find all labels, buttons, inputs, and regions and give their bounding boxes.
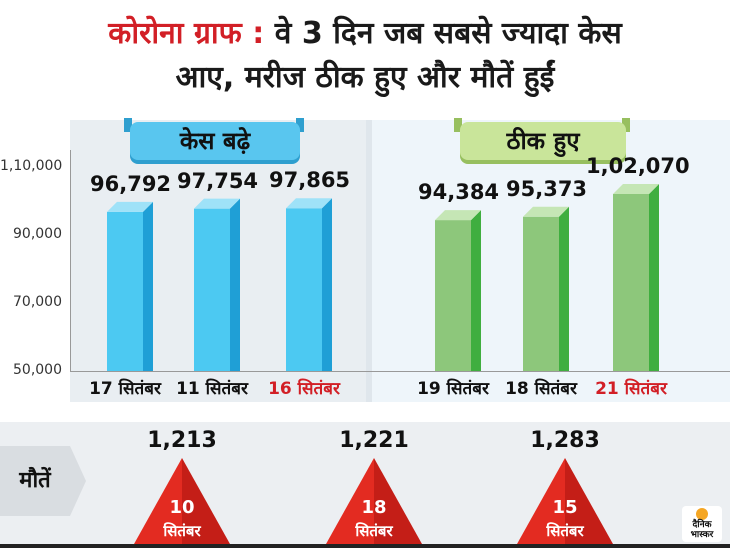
bar-value-label: 94,384 [418,180,500,205]
deaths-date-day: 18 [361,497,387,518]
bar-cases-1 [194,198,240,371]
deaths-value: 1,213 [147,428,217,453]
logo-sun-icon [696,508,708,520]
death-triangle-2 [517,458,613,544]
bar-side [559,206,569,371]
logo-line-1: दैनिक [692,520,712,530]
bar-recovered-2 [613,183,659,371]
x-axis-line [70,371,730,372]
x-tick-label: 11 सितंबर [176,379,248,399]
title-line-1-text: वे 3 दिन जब सबसे ज्यादा केस [274,16,622,51]
deaths-date-day: 10 [169,497,195,518]
bar-value-label: 1,02,070 [586,153,690,178]
bar-front [613,193,649,371]
recovered-pill-tab-left [454,118,462,132]
bar-value-label: 97,865 [269,168,351,193]
title-prefix: कोरोना ग्राफ : [108,16,265,51]
deaths-date-month: सितंबर [355,522,393,540]
bar-top [107,201,153,212]
y-tick-label: 90,000 [13,226,62,242]
bar-value-label: 95,373 [506,176,588,201]
deaths-date-month: सितंबर [163,522,201,540]
x-tick-label: 16 सितंबर [268,379,340,399]
chart-title-line-2: आए, मरीज ठीक हुए और मौतें हुईं [175,60,555,95]
panel-separator [366,120,372,402]
cases-pill-tab-left [124,118,132,132]
y-axis-line [70,150,71,372]
bar-value-label: 97,754 [177,168,259,193]
bar-cases-2 [286,198,332,371]
y-tick-label: 70,000 [13,294,62,310]
x-tick-label: 18 सितंबर [505,379,577,399]
bar-value-label: 96,792 [90,171,172,196]
bar-front [435,220,471,371]
x-tick-label: 21 सितंबर [595,379,667,399]
bar-side [471,210,481,371]
y-tick-label: 1,10,000 [0,158,63,174]
logo-line-2: भास्कर [690,530,714,540]
deaths-value: 1,283 [530,428,600,453]
bar-recovered-0 [435,210,481,371]
bar-top [523,206,569,217]
death-triangle-1 [326,458,422,544]
deaths-label: मौतें [0,446,70,516]
deaths-date-day: 15 [552,497,578,518]
bar-front [194,208,230,371]
bar-top [194,198,240,209]
bar-side [230,198,240,371]
dainik-bhaskar-logo: दैनिक भास्कर [682,506,722,542]
bar-front [107,211,143,371]
deaths-date-month: सितंबर [546,522,584,540]
recovered-panel-label: ठीक हुए [460,122,626,160]
cases-panel-label: केस बढ़े [130,122,300,160]
bar-side [322,198,332,371]
x-tick-label: 17 सितंबर [89,379,161,399]
bar-front [523,216,559,371]
bar-cases-0 [107,201,153,371]
bar-side [649,183,659,371]
death-triangle-0 [134,458,230,544]
bottom-rule [0,544,730,548]
bar-side [143,201,153,371]
x-tick-label: 19 सितंबर [417,379,489,399]
y-tick-label: 50,000 [13,362,62,378]
recovered-pill-tab-right [622,118,630,132]
bar-front [286,208,322,371]
deaths-value: 1,221 [339,428,409,453]
bar-top [435,210,481,221]
bar-recovered-1 [523,206,569,371]
bar-top [613,183,659,194]
chart-title-line-1: कोरोना ग्राफ : वे 3 दिन जब सबसे ज्यादा क… [0,14,730,54]
cases-pill-tab-right [296,118,304,132]
bar-top [286,198,332,209]
deaths-label-arrow [70,446,86,516]
